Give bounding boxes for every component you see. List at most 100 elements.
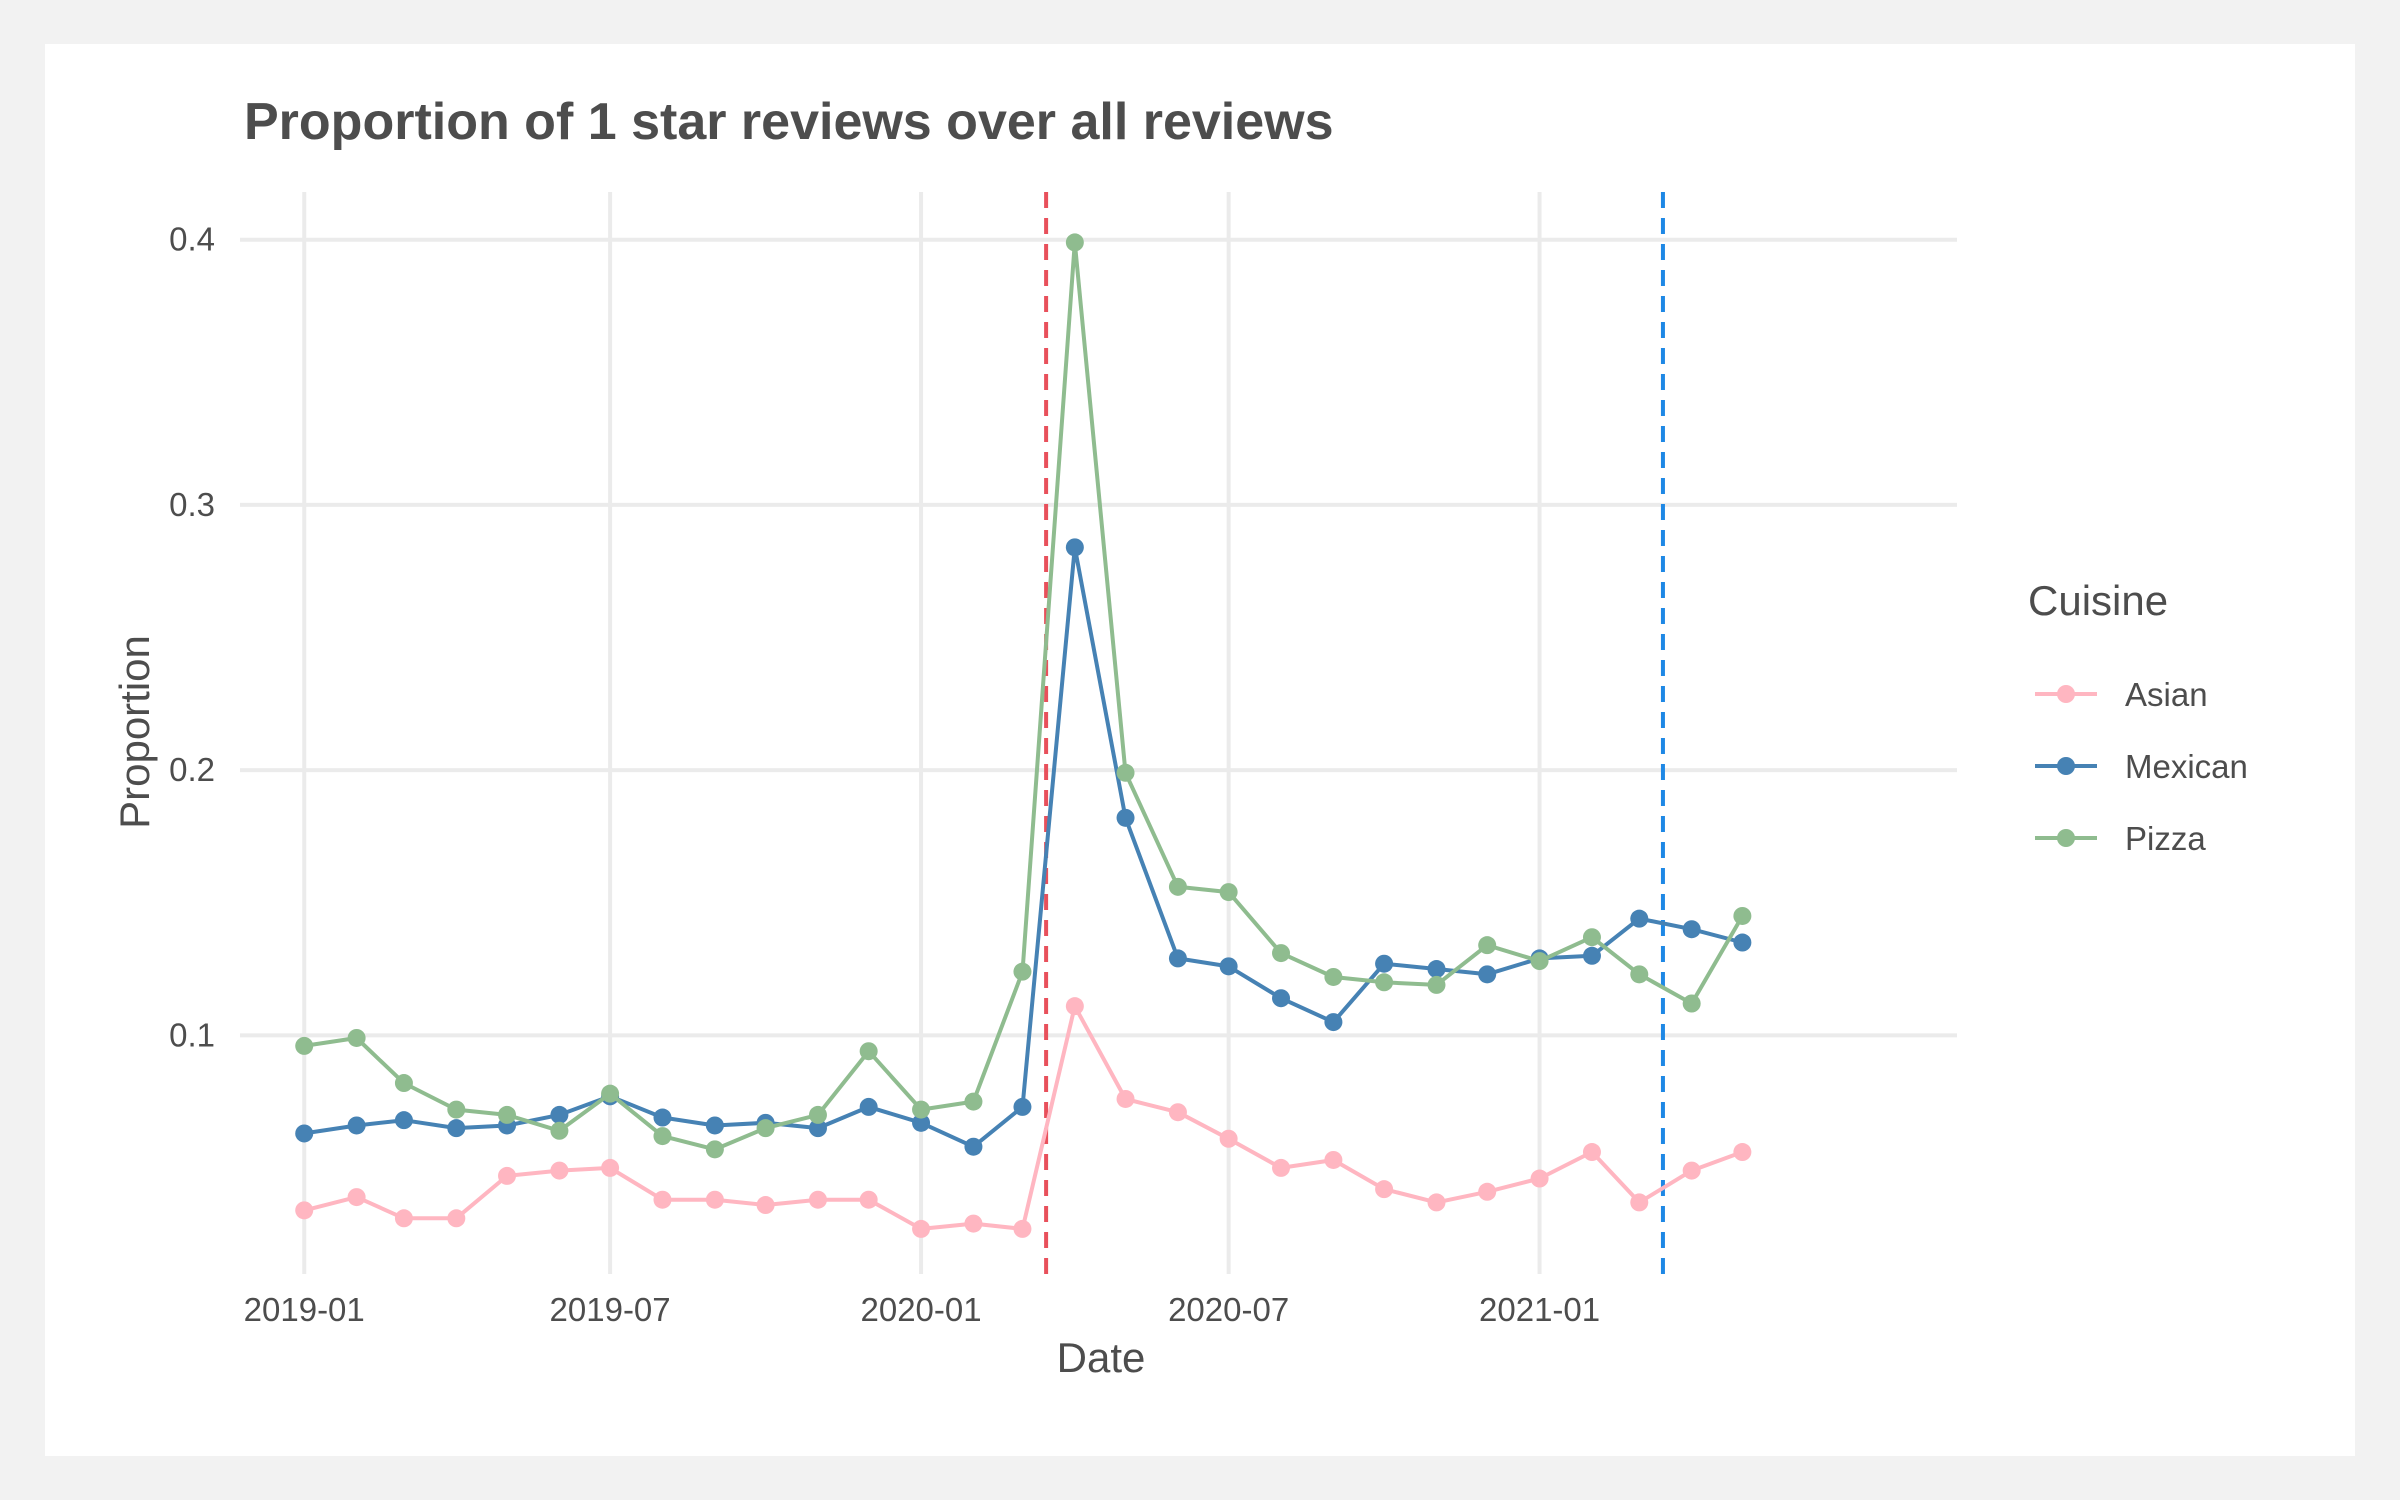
data-point [1272,944,1291,963]
series-layer [295,233,1752,1238]
data-point [1324,1013,1343,1032]
data-point [964,1214,983,1233]
x-tick-label: 2020-01 [860,1291,981,1328]
x-axis-title: Date [1057,1334,1146,1381]
data-point [1682,920,1701,939]
reference-lines [1044,192,1665,1274]
y-axis-title: Proportion [111,635,158,829]
x-tick-label: 2019-07 [550,1291,671,1328]
data-point [1427,1193,1446,1212]
data-point [808,1190,827,1209]
x-axis-ticks: 2019-01 2019-07 2020-01 2020-07 2021-01 [244,1291,1600,1328]
data-point [347,1028,366,1047]
data-point [447,1100,466,1119]
data-point [1013,1219,1032,1238]
legend-label: Mexican [2125,748,2248,785]
y-tick-label: 0.3 [169,486,215,523]
data-point [295,1124,314,1143]
series-asian [295,997,1752,1238]
legend-label: Pizza [2125,820,2206,857]
data-point [1375,954,1394,973]
legend-key-point [2057,685,2075,703]
data-point [1630,1193,1649,1212]
data-point [394,1111,413,1130]
data-point [447,1209,466,1228]
data-point [550,1121,569,1140]
series-line [303,240,1745,1152]
data-point [1530,1169,1549,1188]
data-point [1116,1089,1135,1108]
legend-item-mexican: Mexican [2035,748,2248,785]
data-point [964,1092,983,1111]
data-point [912,1113,931,1132]
data-point [550,1161,569,1180]
data-point [1582,928,1601,947]
data-point [1427,975,1446,994]
y-tick-label: 0.1 [169,1016,215,1053]
x-tick-label: 2020-07 [1168,1291,1289,1328]
data-point [347,1116,366,1135]
data-point [295,1201,314,1220]
data-point [1065,538,1084,557]
data-point [705,1190,724,1209]
data-point [859,1190,878,1209]
data-point [1219,1129,1238,1148]
data-point [1116,808,1135,827]
data-point [756,1196,775,1215]
data-point [859,1042,878,1061]
data-point [1013,962,1032,981]
data-point [1530,952,1549,971]
chart: Proportion of 1 star reviews over all re… [111,93,2248,1381]
data-point [859,1097,878,1116]
data-point [912,1100,931,1119]
series-mexican [295,538,1752,1156]
y-tick-label: 0.4 [169,221,215,258]
data-point [653,1108,672,1127]
series-line [303,545,1743,1149]
y-axis-ticks: 0.1 0.2 0.3 0.4 [169,221,215,1054]
data-point [1168,877,1187,896]
data-point [394,1209,413,1228]
data-point [912,1219,931,1238]
data-point [705,1140,724,1159]
data-point [705,1116,724,1135]
data-point [1733,1143,1752,1162]
data-point [1630,909,1649,928]
legend-item-pizza: Pizza [2035,820,2206,857]
chart-card: Proportion of 1 star reviews over all re… [45,44,2355,1456]
legend-item-asian: Asian [2035,676,2208,713]
data-point [1427,960,1446,979]
data-point [447,1119,466,1138]
legend: Cuisine Asian Mexican Pizza [2028,577,2248,857]
data-point [394,1074,413,1093]
x-tick-label: 2021-01 [1479,1291,1600,1328]
data-point [601,1084,620,1103]
data-point [1733,933,1752,952]
data-point [498,1105,517,1124]
data-point [653,1190,672,1209]
data-point [1013,1097,1032,1116]
data-point [1168,949,1187,968]
data-point [1272,1158,1291,1177]
data-point [550,1105,569,1124]
data-point [1733,906,1752,925]
chart-title: Proportion of 1 star reviews over all re… [244,93,1334,151]
data-point [756,1119,775,1138]
data-point [1324,967,1343,986]
legend-label: Asian [2125,676,2208,713]
data-point [1478,936,1497,955]
data-point [498,1166,517,1185]
data-point [1219,957,1238,976]
data-point [1065,997,1084,1016]
legend-key-point [2057,829,2075,847]
grid [240,192,1957,1274]
data-point [601,1158,620,1177]
data-point [1478,965,1497,984]
data-point [1682,994,1701,1013]
data-point [1630,965,1649,984]
data-point [1065,233,1084,252]
data-point [1582,1143,1601,1162]
data-point [1324,1150,1343,1169]
data-point [1116,763,1135,782]
data-point [1478,1182,1497,1201]
